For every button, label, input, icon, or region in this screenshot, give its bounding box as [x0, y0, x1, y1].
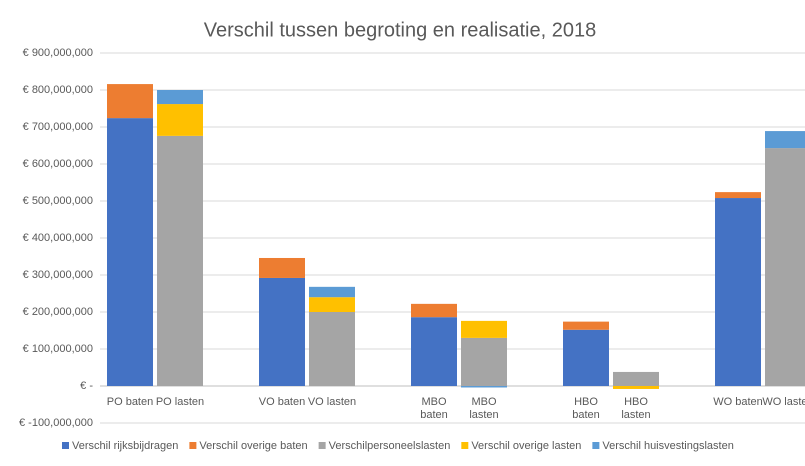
x-tick-label: PO baten [106, 396, 154, 408]
y-tick-label: € 400,000,000 [23, 232, 93, 244]
bar-segment [309, 286, 355, 298]
legend-label: Verschil huisvestingslasten [602, 440, 733, 452]
legend-swatch [318, 442, 326, 449]
x-tick-label: MBO baten [420, 396, 448, 421]
x-tick-label: PO lasten [155, 396, 205, 408]
x-tick-label-box: WO baten [713, 396, 763, 408]
x-tick-label: HBO lasten [621, 396, 651, 421]
legend-swatch [461, 442, 469, 449]
bar-segment [715, 192, 761, 199]
bar-segment [613, 371, 659, 386]
bar-segment [309, 297, 355, 312]
bar-segment [107, 118, 153, 387]
chart-title: Verschil tussen begroting en realisatie,… [204, 19, 596, 41]
y-tick-label: € - [80, 380, 93, 392]
y-tick-label: € 800,000,000 [23, 84, 93, 96]
bar-segment [563, 321, 609, 330]
legend-label: Verschilpersoneelslasten [329, 440, 451, 452]
x-tick-label-box: VO lasten [307, 396, 357, 408]
x-tick-label-box: HBO baten [572, 396, 600, 421]
bar-segment [157, 104, 203, 136]
bar-segment [157, 90, 203, 105]
x-tick-label: WO baten [713, 396, 763, 408]
x-tick-label: MBO lasten [469, 396, 499, 421]
bar-segment [765, 148, 805, 386]
bar-segment [613, 386, 659, 389]
bar-segment [715, 198, 761, 386]
y-tick-label: € 600,000,000 [23, 158, 93, 170]
y-tick-label: € 100,000,000 [23, 343, 93, 355]
x-tick-label: HBO baten [572, 396, 600, 421]
x-tick-label-box: PO lasten [155, 396, 205, 408]
y-tick-label: € 200,000,000 [23, 306, 93, 318]
bar-segment [411, 317, 457, 386]
legend-swatch [592, 442, 600, 449]
x-tick-label: VO lasten [307, 396, 357, 408]
y-tick-label: € 300,000,000 [23, 269, 93, 281]
legend-label: Verschil overige lasten [471, 440, 581, 452]
bar-segment [309, 312, 355, 386]
bar-segment [157, 135, 203, 386]
y-tick-label: € 700,000,000 [23, 121, 93, 133]
bar-segment [259, 257, 305, 278]
x-tick-label-box: PO baten [106, 396, 154, 408]
x-tick-label: WO lasten [762, 396, 805, 408]
y-tick-label: € 900,000,000 [23, 47, 93, 59]
bar-segment [411, 303, 457, 318]
x-tick-label-box: MBO baten [420, 396, 448, 421]
legend-label: Verschil rijksbijdragen [72, 440, 178, 452]
legend-swatch [62, 442, 69, 449]
x-tick-label-box: WO lasten [762, 396, 805, 408]
legend-label: Verschil overige baten [199, 440, 307, 452]
y-tick-label: € 500,000,000 [23, 195, 93, 207]
bar-segment [765, 131, 805, 149]
legend-swatch [189, 442, 197, 449]
bar-segment [563, 329, 609, 386]
bar-segment [461, 386, 507, 388]
y-tick-label: € -100,000,000 [19, 417, 93, 429]
x-tick-label-box: MBO lasten [469, 396, 499, 421]
bar-segment [259, 277, 305, 386]
bar-segment [107, 84, 153, 119]
x-tick-label: VO baten [258, 396, 306, 408]
x-tick-label-box: HBO lasten [621, 396, 651, 421]
bar-segment [461, 337, 507, 386]
x-tick-label-box: VO baten [258, 396, 306, 408]
bar-segment [461, 320, 507, 338]
